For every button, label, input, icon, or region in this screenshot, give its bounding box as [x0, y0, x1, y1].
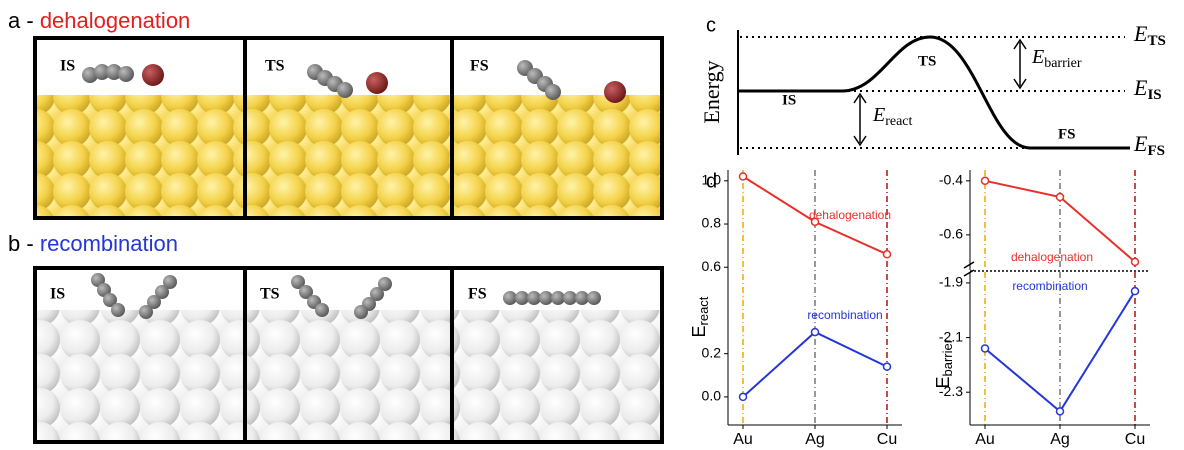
data-point — [882, 250, 892, 259]
silver-surface — [35, 310, 662, 442]
symbol: E — [872, 104, 885, 126]
y-tick-label: -0.4 — [939, 172, 963, 188]
subscript: barrier — [1044, 56, 1082, 71]
y-tick-label: -0.6 — [939, 226, 963, 242]
subscript: barrier — [940, 338, 955, 376]
arrow-head — [853, 92, 867, 147]
frame — [450, 266, 664, 444]
level-label: ETS — [1133, 21, 1166, 49]
data-point — [1130, 286, 1140, 296]
symbol: E — [1133, 131, 1148, 156]
panel-b-frames — [33, 266, 664, 444]
molecule — [91, 273, 601, 319]
data-point — [1130, 257, 1140, 267]
barrier-label: Ebarrier — [1031, 46, 1082, 72]
series-label: dehalogenation — [1011, 250, 1093, 264]
level-label: EIS — [1133, 75, 1162, 103]
data-point — [738, 172, 748, 181]
panel-letter: b - — [8, 231, 34, 256]
symbol: E — [1133, 21, 1148, 46]
frame-label: TS — [265, 58, 285, 75]
y-axis-label: Energy — [699, 60, 724, 123]
y-tick-label: 0.6 — [702, 258, 722, 274]
data-point — [810, 327, 820, 337]
data-point — [810, 217, 820, 227]
panel-letter: c — [706, 14, 716, 36]
react-label: Ereact — [872, 104, 913, 130]
x-tick-label: Cu — [1125, 431, 1145, 448]
panel-a-heading: a - dehalogenation — [8, 8, 190, 33]
gold-surface — [35, 95, 662, 218]
y-tick-label: -2.1 — [939, 328, 963, 344]
panel-b-heading: b - recombination — [8, 231, 178, 256]
subscript: TS — [1147, 33, 1165, 49]
frame-label: TS — [260, 286, 280, 303]
data-point — [738, 392, 748, 402]
data-point — [882, 362, 892, 371]
data-point — [980, 344, 990, 353]
y-tick-label: -1.9 — [939, 274, 963, 290]
symbol: E — [933, 376, 953, 388]
panel-title: recombination — [40, 231, 178, 256]
symbol: E — [689, 325, 709, 337]
x-tick-label: Au — [733, 431, 753, 448]
subscript: IS — [1147, 87, 1161, 103]
frame-label: IS — [50, 286, 65, 303]
level-label: EFS — [1133, 131, 1165, 159]
x-tick-label: Au — [975, 431, 995, 448]
axis-break — [963, 261, 1150, 277]
arrow-head — [1013, 38, 1027, 90]
x-tick-label: Cu — [877, 431, 897, 448]
symbol: E — [1031, 46, 1044, 68]
panel-title: dehalogenation — [40, 8, 190, 33]
panel-letter: d — [706, 170, 717, 192]
series-label: dehalogenation — [809, 208, 891, 222]
frame-label: FS — [470, 58, 489, 75]
x-tick-label: Ag — [1050, 431, 1070, 448]
molecule — [82, 60, 626, 103]
y-tick-label: 0.2 — [702, 344, 722, 360]
data-point — [1055, 407, 1065, 416]
stage-label: FS — [1058, 126, 1076, 142]
y-axis-label: Ereact — [689, 296, 712, 337]
frame-label: FS — [468, 286, 487, 303]
subscript: react — [696, 296, 711, 325]
energy-diagram — [737, 30, 1130, 155]
y-axis-label: Ebarrier — [933, 338, 956, 388]
data-point — [1055, 192, 1065, 202]
panel-letter: a - — [8, 8, 34, 33]
frame-label: IS — [60, 58, 75, 75]
panel-a-frames — [33, 36, 664, 220]
stage-label: TS — [918, 53, 936, 69]
y-tick-label: 1.0 — [702, 172, 722, 188]
series-label: recombination — [807, 308, 882, 322]
x-tick-label: Ag — [805, 431, 825, 448]
energy-path — [738, 35, 1130, 150]
subscript: FS — [1147, 143, 1165, 159]
frame — [450, 36, 664, 220]
stage-label: IS — [782, 92, 796, 108]
symbol: E — [1133, 75, 1148, 100]
y-tick-label: 0.8 — [702, 215, 722, 231]
y-tick-label: 0.0 — [702, 388, 722, 404]
data-point — [980, 176, 990, 186]
subscript: react — [885, 114, 912, 129]
series-label: recombination — [1012, 279, 1087, 293]
y-tick-label: -2.3 — [939, 383, 963, 399]
